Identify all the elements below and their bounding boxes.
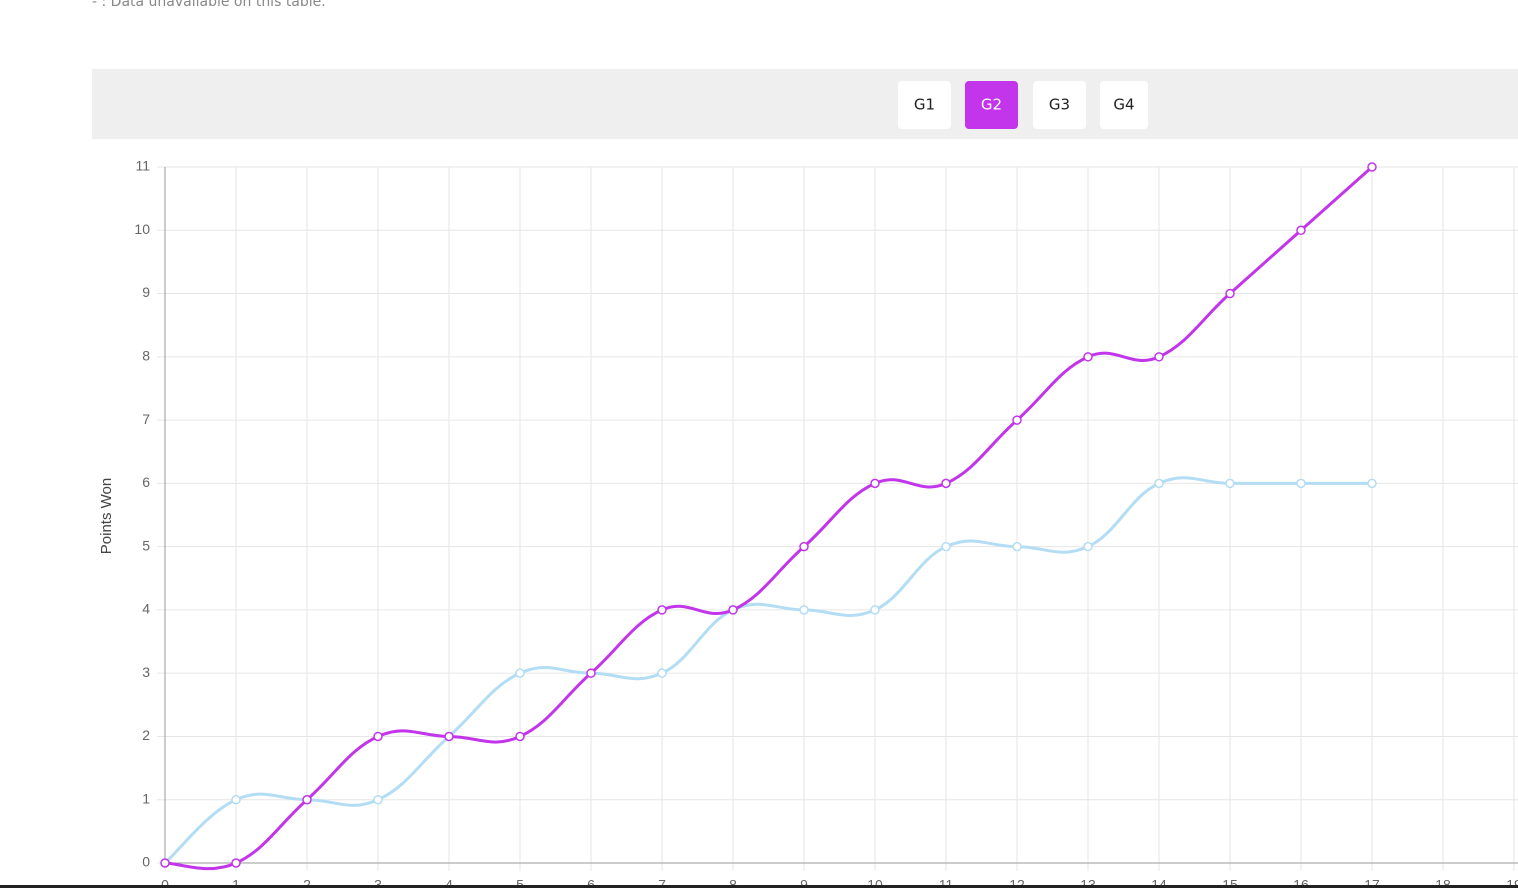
data-point (1154, 478, 1164, 489)
x-tick-label: 12 (1009, 877, 1025, 888)
tab-label[interactable]: G3 (1049, 96, 1070, 114)
x-tick-label: 9 (800, 877, 808, 888)
x-tick-label: 8 (729, 877, 737, 888)
x-tick-label: 6 (587, 877, 595, 888)
data-point (373, 731, 383, 742)
note: - : Data unavailable on this table. (92, 0, 326, 10)
data-point (586, 668, 596, 678)
data-point (799, 605, 809, 615)
x-tick-label: 18 (1435, 877, 1451, 888)
y-axis-label: Points Won (98, 478, 115, 554)
tab-background[interactable] (898, 81, 951, 129)
y-tick-label: 0 (142, 854, 150, 870)
data-point (231, 794, 241, 805)
tab-label[interactable]: G1 (914, 96, 935, 114)
y-tick-label: 11 (135, 158, 150, 174)
data-point (160, 858, 170, 868)
data-point (728, 605, 738, 615)
window-edge (0, 885, 1518, 888)
x-tick-label: 1 (232, 877, 240, 888)
x-tick-label: 5 (516, 877, 524, 888)
data-point (799, 541, 809, 552)
tab-background[interactable] (1033, 81, 1086, 129)
x-tick-label: 10 (867, 877, 883, 888)
tab-button[interactable]: G1 (898, 81, 951, 129)
x-tick-label: 11 (939, 877, 954, 888)
x-tick-label: 3 (374, 877, 382, 888)
data-point (1367, 162, 1377, 172)
y-tick-label: 2 (142, 727, 150, 743)
data-point (1367, 478, 1377, 489)
data-point (1012, 415, 1022, 425)
tab-label[interactable]: G4 (1113, 96, 1134, 114)
data-point (1012, 541, 1022, 552)
data-point (231, 858, 241, 868)
y-tick-label: 1 (142, 790, 150, 806)
y-tick-label: 4 (142, 601, 150, 617)
data-point (657, 668, 667, 678)
data-point (1083, 352, 1093, 362)
data-point (870, 605, 880, 615)
series-line (164, 476, 1372, 865)
x-tick-label: 13 (1080, 877, 1096, 888)
x-tick-label: 2 (303, 877, 311, 888)
y-tick-label: 6 (142, 474, 150, 490)
x-tick-label: 7 (658, 877, 666, 888)
tab-bar (92, 69, 1518, 139)
x-tick-label: 0 (161, 877, 169, 888)
data-point (515, 731, 525, 742)
y-tick-label: 9 (142, 284, 150, 300)
data-point (1154, 352, 1164, 362)
data-point (1225, 288, 1235, 299)
data-point (941, 541, 951, 552)
data-point (1296, 225, 1306, 236)
tab-background[interactable] (1100, 81, 1148, 129)
y-tick-label: 5 (142, 537, 150, 553)
tab-button[interactable]: G2 (965, 81, 1018, 129)
data-point (302, 794, 312, 805)
data-point (444, 731, 454, 742)
series-line (164, 165, 1373, 871)
tab-background[interactable] (965, 81, 1018, 129)
data-point (373, 794, 383, 805)
data-point (1296, 478, 1306, 489)
data-point (657, 605, 667, 615)
data-point (870, 478, 880, 489)
x-tick-label: 16 (1293, 877, 1309, 888)
data-point (515, 668, 525, 678)
data-point (1225, 478, 1235, 489)
data-point (1083, 541, 1093, 552)
data-point (941, 478, 951, 489)
x-tick-label: 4 (445, 877, 453, 888)
x-tick-label: 17 (1364, 877, 1380, 888)
y-tick-label: 8 (142, 348, 150, 364)
y-tick-label: 10 (134, 221, 150, 237)
tabs: G1 G2 G3 G4 (898, 81, 1148, 129)
y-tick-label: 3 (142, 664, 150, 680)
y-tick-label: 7 (142, 411, 150, 427)
tab-button[interactable]: G4 (1100, 81, 1148, 129)
x-tick-label: 14 (1151, 877, 1167, 888)
tab-label[interactable]: G2 (981, 96, 1002, 114)
x-tick-label: 19 (1506, 877, 1518, 888)
x-tick-label: 15 (1222, 877, 1238, 888)
tab-button[interactable]: G3 (1033, 81, 1086, 129)
